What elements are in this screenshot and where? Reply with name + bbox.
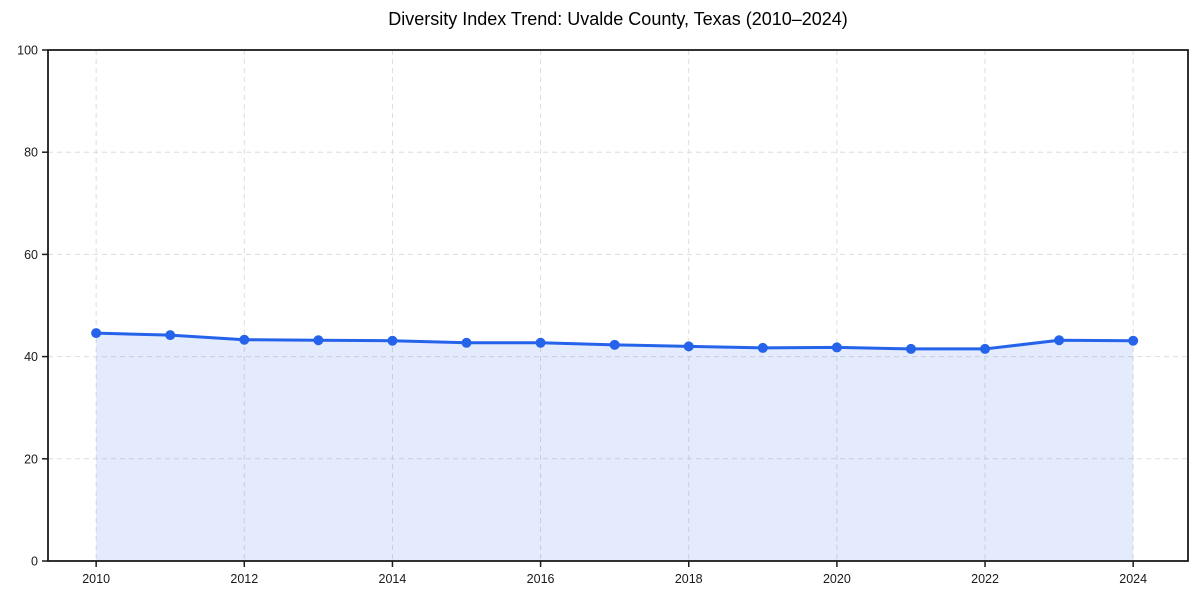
data-point-marker: [91, 328, 102, 339]
area-fill: [96, 333, 1134, 561]
data-point-marker: [387, 335, 398, 346]
data-point-marker: [905, 343, 916, 354]
data-point-marker: [831, 342, 842, 353]
data-point-marker: [683, 341, 694, 352]
x-tick-label: 2014: [379, 572, 407, 586]
plot-border: [47, 49, 1189, 562]
data-point-marker: [1128, 335, 1139, 346]
data-point-marker: [980, 343, 991, 354]
x-tick-label: 2012: [230, 572, 258, 586]
y-tick-label: 60: [24, 248, 38, 262]
data-point-marker: [239, 334, 250, 345]
x-tick-label: 2024: [1119, 572, 1147, 586]
data-point-marker: [757, 342, 768, 353]
y-tick-label: 100: [17, 44, 38, 58]
y-tick-label: 40: [24, 350, 38, 364]
x-tick-label: 2020: [823, 572, 851, 586]
y-tick-label: 20: [24, 452, 38, 466]
data-point-marker: [609, 339, 620, 350]
y-tick-label: 80: [24, 146, 38, 160]
x-tick-label: 2010: [82, 572, 110, 586]
data-point-marker: [313, 335, 324, 346]
chart-title: Diversity Index Trend: Uvalde County, Te…: [388, 9, 848, 29]
x-tick-label: 2016: [527, 572, 555, 586]
y-tick-label: 0: [31, 555, 38, 569]
data-point-marker: [461, 337, 472, 348]
x-tick-label: 2022: [971, 572, 999, 586]
x-tick-label: 2018: [675, 572, 703, 586]
data-point-marker: [1054, 335, 1065, 346]
data-point-marker: [535, 337, 546, 348]
data-point-marker: [165, 330, 176, 341]
